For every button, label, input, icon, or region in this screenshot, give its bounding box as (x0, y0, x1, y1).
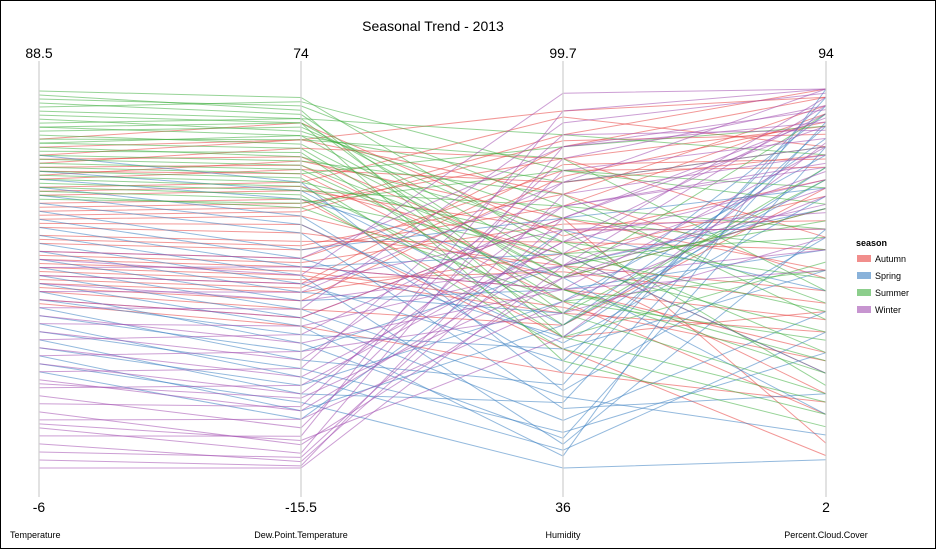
axis-min-label: 2 (822, 499, 830, 515)
series-line-summer (38, 114, 827, 333)
series-line-summer (38, 142, 827, 302)
series-line-autumn (38, 193, 827, 279)
series-line-spring (38, 202, 827, 410)
series-line-summer (38, 110, 827, 156)
series-line-spring (38, 187, 827, 251)
legend-swatch-summer (857, 289, 871, 296)
series-line-spring (38, 267, 827, 436)
series-line-summer (38, 169, 827, 205)
axes: 88.5 -6 Temperature 74 -15.5 Dew.Point.Temper… (10, 45, 868, 540)
series-line-winter (38, 88, 827, 361)
series-line-spring (38, 194, 827, 344)
series-line-winter (39, 170, 827, 469)
series-line-summer (38, 174, 827, 279)
series-line-winter (38, 92, 827, 310)
series-line-winter (38, 187, 827, 446)
series-line-summer (38, 113, 827, 279)
axis-name-label: Humidity (545, 530, 581, 540)
series-line-summer (38, 170, 827, 403)
axis-min-label: -6 (33, 499, 46, 515)
series-line-winter (38, 113, 827, 378)
legend-swatch-autumn (857, 255, 871, 262)
series-line-spring (38, 275, 827, 421)
series-line-winter (38, 236, 827, 357)
series-line-summer (38, 125, 827, 175)
series-line-winter (38, 179, 827, 389)
legend-swatch-spring (857, 272, 871, 279)
series-line-winter (38, 162, 827, 341)
series-line-summer (38, 154, 827, 321)
series-line-summer (38, 102, 827, 374)
series-line-winter (38, 142, 827, 442)
series-line-autumn (38, 303, 827, 403)
axis-max-label: 94 (818, 45, 834, 61)
series-line-summer (38, 190, 827, 255)
axis-min-label: 36 (555, 499, 571, 515)
series-line-winter (38, 203, 827, 327)
series-line-spring (38, 323, 827, 451)
series-line-autumn (38, 220, 827, 264)
axis-max-label: 74 (293, 45, 309, 61)
axis-min-label: -15.5 (285, 499, 317, 515)
legend-swatch-winter (857, 306, 871, 313)
series-lines (38, 88, 827, 469)
series-line-summer (38, 182, 827, 304)
series-line-winter (38, 228, 827, 463)
series-line-autumn (38, 105, 827, 195)
series-line-summer (38, 178, 827, 314)
series-line-summer (38, 90, 827, 312)
series-line-autumn (38, 271, 827, 304)
legend-label-summer: Summer (875, 288, 909, 298)
series-line-summer (38, 186, 827, 415)
series-line-autumn (38, 160, 827, 444)
legend: season Autumn Spring Summer Winter (856, 238, 909, 315)
series-line-winter (38, 249, 827, 399)
series-line-winter (38, 146, 827, 293)
series-line-autumn (38, 158, 827, 238)
series-line-spring (38, 154, 827, 392)
series-line-summer (38, 122, 827, 428)
series-line-spring (38, 146, 827, 439)
axis-name-label: Temperature (10, 530, 61, 540)
series-line-winter (38, 88, 827, 437)
legend-label-winter: Winter (875, 305, 901, 315)
series-line-summer (38, 94, 827, 338)
axis-name-label: Percent.Cloud.Cover (784, 530, 868, 540)
series-line-winter (38, 129, 827, 373)
axis-max-label: 99.7 (549, 45, 576, 61)
series-line-winter (38, 266, 827, 291)
series-line-autumn (38, 96, 827, 156)
series-line-autumn (38, 133, 827, 216)
chart-title: Seasonal Trend - 2013 (362, 18, 504, 34)
series-line-spring (38, 331, 827, 433)
series-line-winter (38, 109, 827, 259)
series-line-winter (38, 212, 827, 285)
series-line-spring (38, 179, 827, 412)
legend-title: season (856, 238, 887, 248)
axis-max-label: 88.5 (25, 45, 52, 61)
series-line-winter (38, 195, 827, 421)
series-line-spring (38, 113, 827, 314)
series-line-spring (38, 96, 827, 386)
legend-label-autumn: Autumn (875, 254, 906, 264)
series-line-winter (38, 105, 827, 408)
series-line-summer (38, 101, 827, 189)
series-line-autumn (38, 125, 827, 164)
legend-label-spring: Spring (875, 271, 901, 281)
series-line-winter (38, 154, 827, 467)
series-line-winter (38, 121, 827, 454)
series-line-spring (38, 121, 827, 404)
axis-name-label: Dew.Point.Temperature (254, 530, 348, 540)
series-line-summer (38, 162, 827, 362)
series-line-winter (38, 137, 827, 429)
